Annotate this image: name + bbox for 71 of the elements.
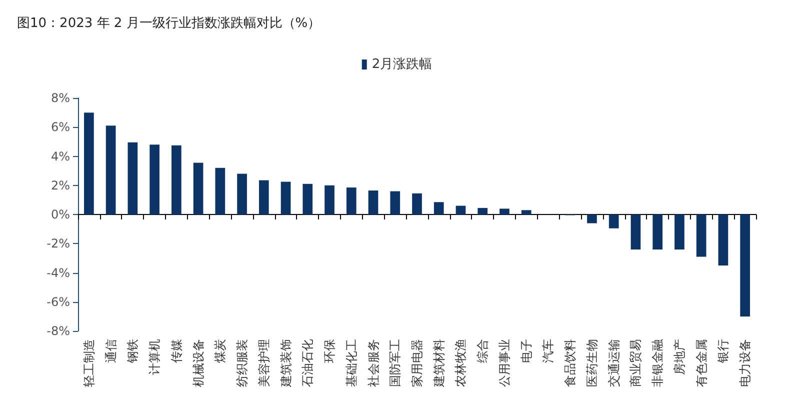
x-tick-label: 机械设备 <box>191 339 206 387</box>
x-tick-label: 钢铁 <box>126 339 140 364</box>
bar <box>456 206 466 214</box>
x-tick-label: 传媒 <box>169 339 184 363</box>
bar <box>652 214 662 250</box>
x-tick-label: 石油石化 <box>300 339 315 387</box>
x-tick-label: 美容护理 <box>256 339 271 387</box>
bar <box>106 126 116 214</box>
bar <box>674 214 684 250</box>
x-tick-label: 煤炭 <box>213 339 228 363</box>
y-tick-label: 0% <box>50 208 70 222</box>
bar <box>346 188 356 214</box>
chart-title: 图10：2023 年 2 月一级行业指数涨跌幅对比（%） <box>17 16 321 31</box>
x-tick-label: 食品饮料 <box>563 339 578 387</box>
x-tick-label: 社会服务 <box>366 339 380 387</box>
x-tick-label: 综合 <box>476 339 490 363</box>
bar <box>587 214 597 224</box>
bar <box>172 145 182 214</box>
x-tick-label: 国防军工 <box>388 339 402 387</box>
y-tick-label: -4% <box>46 266 70 280</box>
bar <box>280 182 291 214</box>
y-tick-label: 8% <box>50 91 70 105</box>
bar <box>84 112 94 214</box>
x-tick-label: 有色金属 <box>694 339 708 387</box>
x-tick-label: 非银金融 <box>650 339 665 387</box>
bar <box>608 214 619 228</box>
x-tick-label: 房地产 <box>672 339 686 375</box>
bar <box>302 184 313 214</box>
x-tick-label: 汽车 <box>541 339 556 363</box>
bar <box>412 193 422 214</box>
bar <box>478 208 488 214</box>
legend-label: 2月涨跌幅 <box>372 57 432 72</box>
x-tick-label: 家用电器 <box>410 339 424 387</box>
x-tick-label: 计算机 <box>148 339 162 375</box>
bar <box>368 190 378 214</box>
x-tick-label: 医药生物 <box>584 339 599 387</box>
y-tick-label: -6% <box>46 294 70 309</box>
y-tick-label: 4% <box>50 149 70 164</box>
x-tick-label: 商业贸易 <box>628 339 643 387</box>
bar <box>630 214 641 250</box>
y-tick-label: 2% <box>50 178 70 192</box>
x-tick-label: 电子 <box>519 339 534 363</box>
bar <box>237 174 247 214</box>
x-tick-label: 轻工制造 <box>82 339 96 387</box>
bar <box>193 162 204 214</box>
bar <box>434 202 444 214</box>
bar <box>718 214 728 266</box>
x-tick-label: 交通运输 <box>606 339 621 387</box>
bar <box>128 142 138 214</box>
x-tick-label: 电力设备 <box>738 339 752 387</box>
y-tick-label: 6% <box>50 120 70 134</box>
bar <box>150 144 160 214</box>
bar <box>390 191 400 214</box>
y-tick-label: -8% <box>46 324 70 338</box>
bar <box>696 214 706 257</box>
x-tick-label: 环保 <box>322 339 337 363</box>
x-tick-label: 银行 <box>716 339 730 364</box>
y-tick-label: -2% <box>46 236 70 251</box>
x-tick-label: 基础化工 <box>344 339 358 387</box>
x-tick-label: 纺织服装 <box>235 339 250 387</box>
x-tick-label: 农林牧渔 <box>454 339 468 387</box>
bar <box>258 180 269 214</box>
x-tick-label: 通信 <box>104 339 118 363</box>
x-tick-label: 公用事业 <box>497 339 512 387</box>
bar <box>521 210 532 214</box>
bar <box>215 168 226 214</box>
bar <box>740 214 750 316</box>
x-tick-label: 建筑材料 <box>432 339 446 388</box>
x-tick-label: 建筑装饰 <box>278 339 293 388</box>
bar <box>500 208 510 214</box>
bar <box>324 185 334 214</box>
